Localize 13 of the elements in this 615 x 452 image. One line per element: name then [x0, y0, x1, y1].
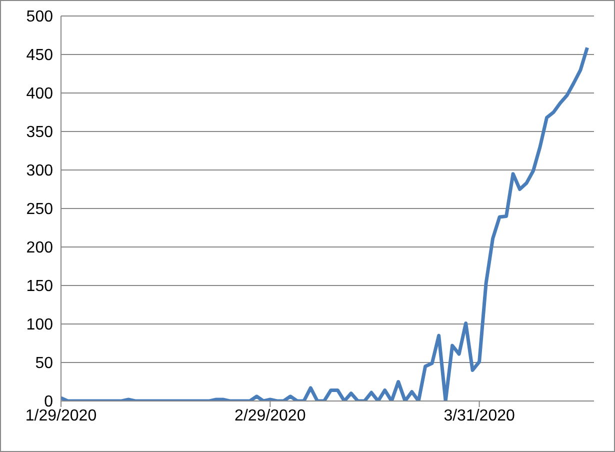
y-tick-label: 450	[26, 47, 54, 64]
line-series	[61, 46, 590, 401]
y-tick-label: 150	[26, 278, 54, 296]
y-tick-label: 350	[26, 124, 54, 142]
y-tick-label: 100	[26, 316, 54, 334]
y-tick-label: 200	[26, 240, 54, 257]
y-tick-label: 400	[26, 86, 54, 103]
y-tick-label: 300	[26, 162, 54, 180]
y-tick-label: 500	[26, 8, 54, 26]
y-tick-label: 50	[35, 355, 54, 372]
x-tick-label: 2/29/2020	[234, 407, 306, 424]
y-tick-label: 250	[26, 201, 54, 218]
x-tick-label: 3/31/2020	[444, 407, 515, 424]
